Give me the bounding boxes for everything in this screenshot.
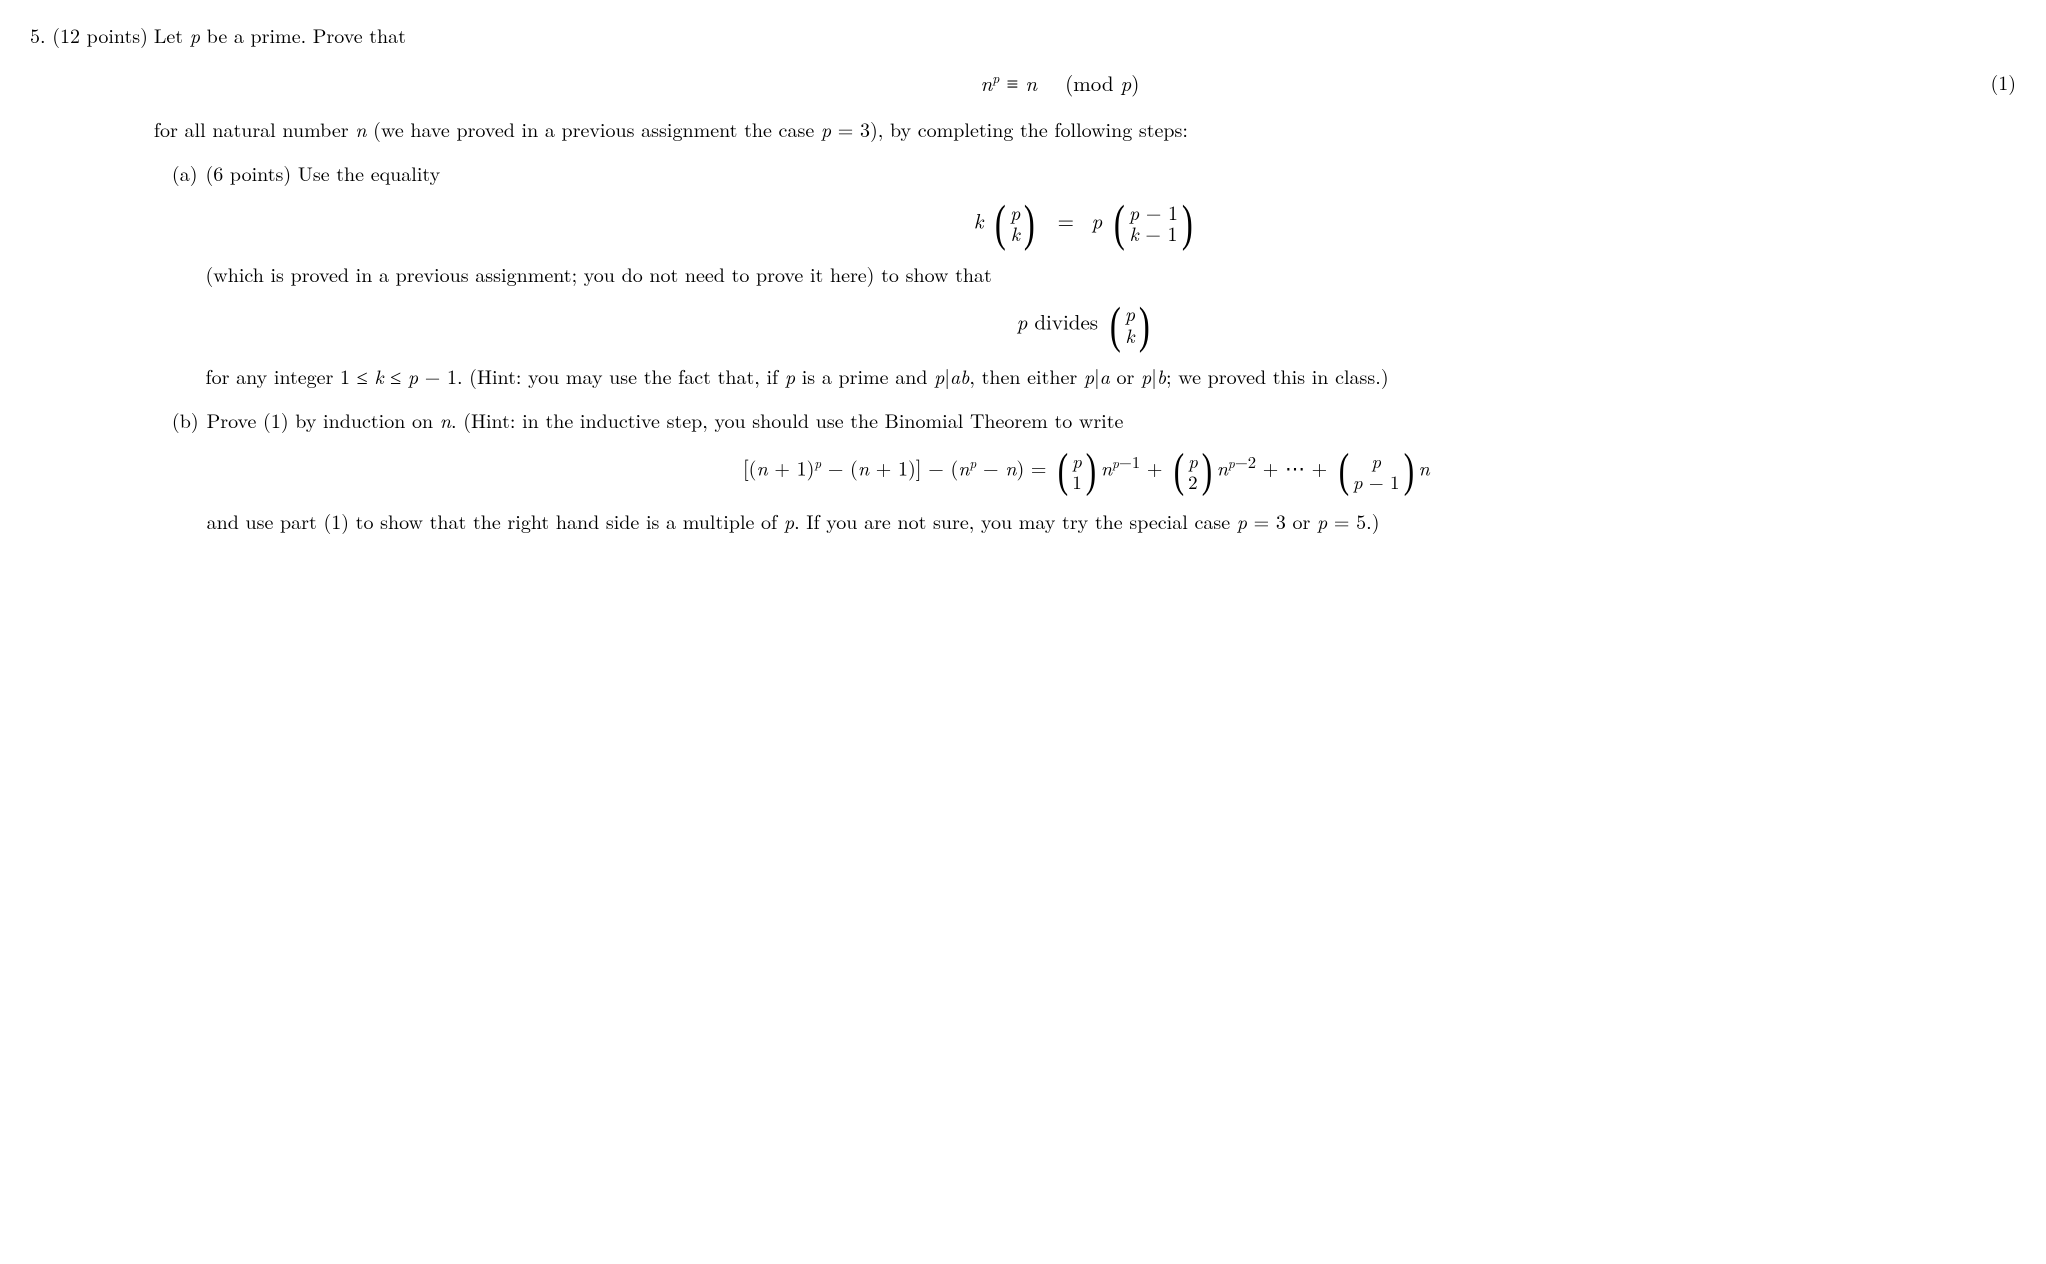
part-a-identity: k (pk) = p (p − 1k − 1): [205, 202, 1966, 246]
problem-body: Let p be a prime. Prove that np ≡ n (mod…: [154, 20, 2016, 536]
intro-text: Let p be a prime. Prove that: [154, 20, 406, 49]
part-b-equation: [(n + 1)p − (n + 1)] − (np − n) = (p1) n…: [207, 449, 1966, 492]
binom-p-k-2: (pk): [1107, 303, 1153, 347]
divides-word: divides: [1034, 307, 1098, 337]
main-equation: np ≡ n (mod p): [154, 64, 1966, 100]
part-a-identity-line: k (pk) = p (p − 1k − 1): [205, 202, 2016, 246]
binom-pm1-km1: (p − 1k − 1): [1111, 202, 1196, 246]
problem-number: 5. (12 points): [30, 20, 148, 50]
part-b-equation-line: [(n + 1)p − (n + 1)] − (np − n) = (p1) n…: [207, 449, 2016, 492]
binom-p-pm1: (pp − 1): [1336, 451, 1417, 493]
part-a-text3: for any integer 1 ≤ k ≤ p − 1. (Hint: yo…: [205, 361, 2016, 391]
identity-lhs-coeff: k: [974, 205, 984, 235]
equation-number: (1): [1966, 67, 2016, 97]
part-b-label: (b): [172, 405, 199, 435]
part-b: (b) Prove (1) by induction on n. (Hint: …: [154, 405, 2016, 536]
problem-5: 5. (12 points) Let p be a prime. Prove t…: [30, 20, 2016, 536]
binom-p-1: (p1): [1055, 451, 1099, 493]
after-equation-text: for all natural number n (we have proved…: [154, 114, 2016, 144]
part-a-text1: Use the equality: [298, 158, 440, 187]
binom-p-2: (p2): [1171, 451, 1215, 493]
part-a-body: (6 points) Use the equality k (pk) = p (…: [205, 158, 2016, 392]
part-a-points: (6 points): [205, 158, 291, 187]
part-a-text2: (which is proved in a previous assignmen…: [205, 259, 2016, 289]
part-a-divides-line: p divides (pk): [205, 303, 2016, 347]
binom-p-k: (pk): [992, 202, 1038, 246]
points-label: (12 points): [52, 20, 148, 49]
main-equation-line: np ≡ n (mod p) (1): [154, 64, 2016, 100]
part-b-text2: and use part (1) to show that the right …: [207, 506, 2016, 536]
part-b-text1: Prove (1) by induction on n. (Hint: in t…: [207, 405, 1124, 434]
part-b-body: Prove (1) by induction on n. (Hint: in t…: [207, 405, 2016, 536]
part-a-label: (a): [172, 158, 198, 188]
part-a-divides: p divides (pk): [205, 303, 1966, 347]
part-a: (a) (6 points) Use the equality k (pk) =…: [154, 158, 2016, 392]
identity-rhs-coeff: p: [1091, 205, 1102, 235]
number-label: 5.: [30, 20, 46, 49]
